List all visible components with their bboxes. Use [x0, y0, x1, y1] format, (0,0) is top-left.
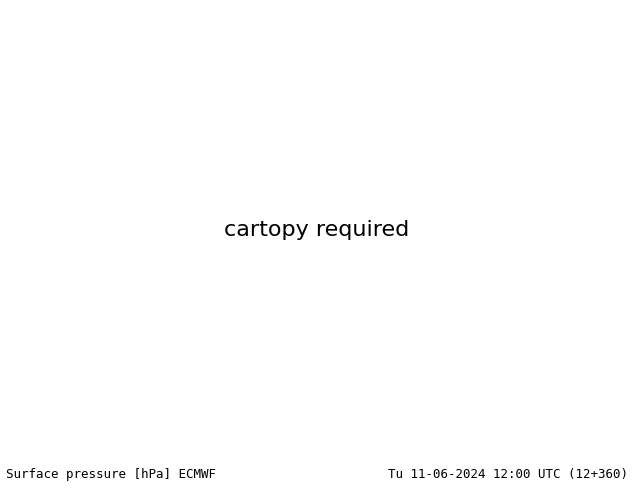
Text: Surface pressure [hPa] ECMWF: Surface pressure [hPa] ECMWF [6, 467, 216, 481]
Text: cartopy required: cartopy required [224, 220, 410, 240]
Text: Tu 11-06-2024 12:00 UTC (12+360): Tu 11-06-2024 12:00 UTC (12+360) [387, 467, 628, 481]
